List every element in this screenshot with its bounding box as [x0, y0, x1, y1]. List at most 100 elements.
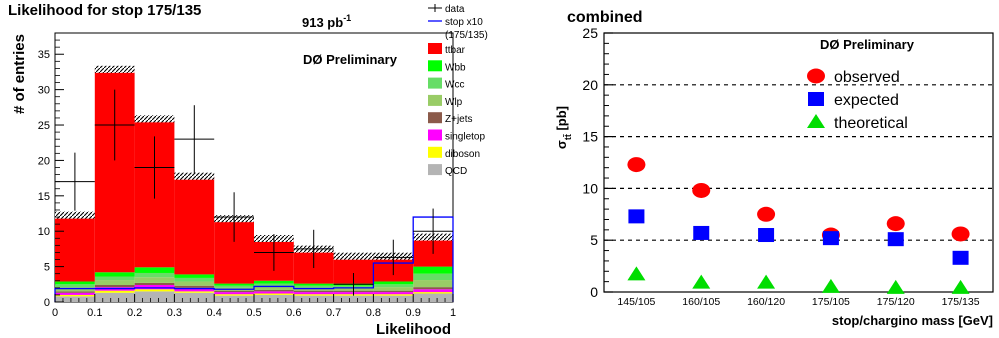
legend-swatch	[428, 60, 442, 72]
bar-diboson	[373, 294, 414, 296]
marker-expected	[887, 232, 904, 247]
bar-zjets	[413, 287, 453, 290]
bar-wcc	[134, 272, 175, 278]
y-tick-label: 10	[38, 226, 50, 238]
bar-singletop	[373, 292, 414, 295]
right-plot-frame	[603, 32, 994, 293]
bar-qcd	[333, 295, 374, 302]
uncertainty-band	[174, 172, 215, 180]
x-category-label: 160/120	[747, 296, 785, 308]
x-tick-label: 0.8	[366, 307, 381, 319]
marker-theoretical	[951, 279, 970, 294]
right-ylabel: σtt̄ [pb]	[554, 106, 573, 149]
y-tick-label: 30	[38, 85, 50, 97]
y-tick-label: 35	[38, 49, 50, 61]
marker-observed	[757, 206, 776, 222]
x-category-label: 145/105	[617, 296, 655, 308]
bar-wcc	[254, 283, 294, 287]
x-tick-label: 0.5	[246, 307, 261, 319]
right-markers	[627, 157, 970, 294]
marker-theoretical	[886, 279, 905, 294]
legend-label: singletop	[445, 132, 485, 143]
bar-qcd	[174, 292, 215, 302]
marker-observed	[951, 226, 970, 242]
bar-wlp	[373, 287, 414, 291]
legend-swatch	[428, 112, 442, 124]
bar-ttbar	[174, 176, 215, 275]
bar-wlp	[174, 281, 215, 286]
bar-qcd	[134, 291, 175, 302]
right-ylabel-sigma: σ	[554, 140, 569, 149]
bar-zjets	[174, 285, 215, 288]
likelihood-histogram: Likelihood for stop 175/135 913 pb-1 0 5 1…	[8, 2, 488, 338]
bar-singletop	[413, 289, 453, 293]
bar-wlp	[134, 277, 175, 283]
bar-wcc	[293, 285, 334, 288]
bar-qcd	[293, 295, 334, 302]
bar-qcd	[94, 292, 135, 302]
bar-zjets	[254, 289, 294, 292]
bar-wbb	[55, 281, 95, 285]
legend-signal-sub: (175/135)	[445, 30, 488, 41]
marker-theoretical	[627, 266, 646, 281]
luminosity-label: 913 pb-1	[302, 13, 351, 30]
y-tick-label: 0	[590, 284, 598, 300]
bar-wbb	[413, 266, 453, 274]
right-chart-title: combined	[567, 9, 643, 26]
legend-signal-label: stop x10	[445, 17, 483, 28]
bar-ttbar	[55, 215, 95, 282]
left-axes: 0 5 10 15 20 25 30 35 0 0.1 0.2 0.3 0.4 0.5 0.6 0.7 0.8 0…	[38, 39, 456, 319]
x-category-label: 175/105	[812, 296, 850, 308]
left-chart-title: Likelihood for stop 175/135	[8, 2, 201, 19]
right-axes: 0 5 10 15 20 25 145/105 160/105 160/120 175/105 17…	[582, 25, 979, 308]
bar-zjets	[55, 291, 95, 293]
bar-wlp	[413, 280, 453, 288]
bar-wbb	[94, 272, 135, 277]
y-tick-label: 5	[44, 262, 50, 274]
bar-zjets	[214, 290, 254, 293]
bar-singletop	[55, 292, 95, 295]
y-tick-label: 25	[38, 120, 50, 132]
y-tick-label: 25	[582, 25, 598, 41]
marker-expected	[628, 209, 645, 224]
legend-swatch	[428, 129, 442, 141]
right-legend: observed expected theoretical	[807, 68, 908, 132]
y-tick-label: 20	[582, 77, 598, 93]
signal-histogram	[54, 216, 454, 302]
bar-diboson	[413, 292, 453, 294]
marker-observed	[886, 216, 905, 232]
x-tick-label: 0.7	[326, 307, 341, 319]
x-category-label: 175/120	[877, 296, 915, 308]
bar-wlp	[293, 287, 334, 291]
bar-wbb	[214, 283, 254, 286]
bar-qcd	[413, 293, 453, 302]
marker-expected	[952, 250, 969, 265]
right-xlabel: stop/chargino mass [GeV]	[832, 313, 993, 328]
bar-diboson	[55, 294, 95, 297]
x-category-label: 160/105	[682, 296, 720, 308]
y-tick-label: 15	[582, 129, 598, 145]
legend-data-label: data	[445, 4, 465, 15]
legend-marker	[807, 68, 825, 84]
legend-swatch	[428, 77, 442, 89]
bar-qcd	[254, 294, 294, 302]
data-points	[55, 89, 453, 296]
marker-theoretical	[757, 274, 776, 289]
bar-wcc	[55, 284, 95, 288]
marker-expected	[822, 231, 839, 246]
bar-diboson	[293, 294, 334, 296]
bar-wbb	[134, 267, 175, 273]
bar-wlp	[94, 280, 135, 286]
right-grid	[604, 84, 993, 241]
marker-expected	[758, 228, 775, 243]
legend-label: theoretical	[834, 115, 908, 132]
legend-swatch	[428, 94, 442, 106]
legend-label: observed	[834, 69, 900, 86]
legend-label: expected	[834, 92, 899, 109]
right-watermark: DØ Preliminary	[820, 37, 915, 52]
marker-theoretical	[692, 274, 711, 289]
signal-line	[54, 216, 454, 302]
bar-diboson	[94, 290, 135, 293]
legend-label: QCD	[445, 166, 467, 177]
